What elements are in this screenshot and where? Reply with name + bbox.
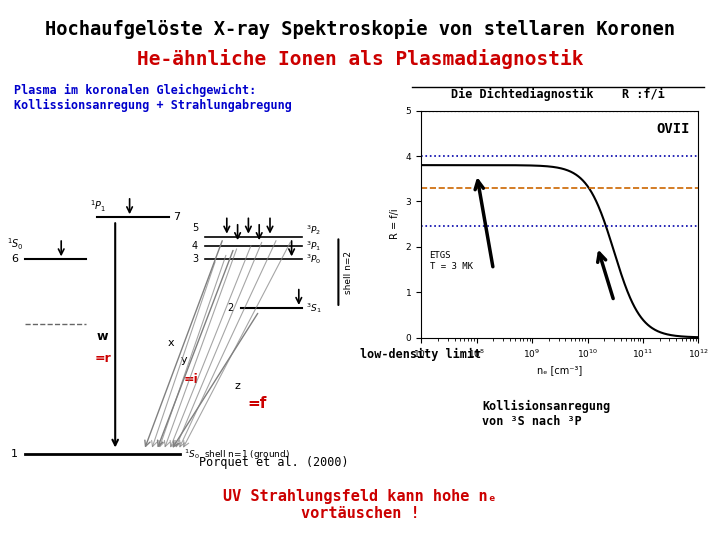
Text: OVII: OVII	[657, 122, 690, 136]
Text: 5: 5	[192, 224, 198, 233]
Text: 3: 3	[192, 254, 198, 264]
Text: $^3S_1$: $^3S_1$	[306, 301, 322, 315]
Text: 1: 1	[11, 449, 18, 458]
X-axis label: nₑ [cm⁻³]: nₑ [cm⁻³]	[537, 365, 582, 375]
Text: y: y	[180, 355, 187, 365]
Text: 4: 4	[192, 241, 198, 251]
Text: =r: =r	[94, 352, 111, 365]
Text: Die Dichtediagnostik    R :f/i: Die Dichtediagnostik R :f/i	[451, 87, 665, 100]
Text: ETGS
T = 3 MK: ETGS T = 3 MK	[430, 251, 472, 271]
Text: Kollisionsanregung
von ³S nach ³P: Kollisionsanregung von ³S nach ³P	[482, 400, 611, 428]
Text: $^1S_0$  shell n=1 (ground): $^1S_0$ shell n=1 (ground)	[184, 448, 289, 462]
Text: 7: 7	[173, 212, 180, 222]
Text: low-density limit: low-density limit	[360, 348, 481, 361]
Text: x: x	[168, 339, 174, 348]
Text: =f: =f	[248, 396, 267, 411]
Text: $^3P_1$: $^3P_1$	[306, 239, 321, 253]
Text: =i: =i	[184, 373, 198, 386]
Text: Plasma im koronalen Gleichgewicht:
Kollissionsanregung + Strahlungabregung: Plasma im koronalen Gleichgewicht: Kolli…	[14, 84, 292, 112]
Text: UV Strahlungsfeld kann hohe nₑ
vortäuschen !: UV Strahlungsfeld kann hohe nₑ vortäusch…	[223, 489, 497, 521]
Text: $^3P_0$: $^3P_0$	[306, 252, 321, 266]
Text: shell n=2: shell n=2	[344, 251, 353, 294]
Text: w: w	[97, 330, 108, 343]
Text: Hochaufgelöste X-ray Spektroskopie von stellaren Koronen: Hochaufgelöste X-ray Spektroskopie von s…	[45, 19, 675, 39]
Y-axis label: R = f/i: R = f/i	[390, 209, 400, 239]
Text: z: z	[235, 381, 240, 390]
Text: 2: 2	[228, 303, 234, 313]
Text: He-ähnliche Ionen als Plasmadiagnostik: He-ähnliche Ionen als Plasmadiagnostik	[137, 49, 583, 69]
Text: 6: 6	[11, 254, 18, 264]
Text: Porquet et al. (2000): Porquet et al. (2000)	[199, 456, 348, 469]
Text: $^1S_0$: $^1S_0$	[7, 237, 24, 252]
Text: $^1P_1$: $^1P_1$	[90, 198, 107, 213]
Text: $^3P_2$: $^3P_2$	[306, 223, 321, 237]
